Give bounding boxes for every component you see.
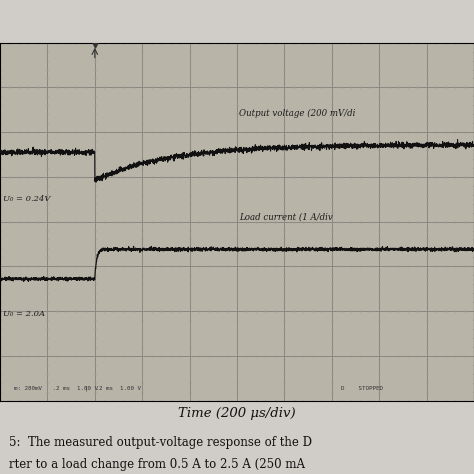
Text: 5:  The measured output-voltage response of the D: 5: The measured output-voltage response … — [9, 436, 312, 449]
Text: rter to a load change from 0.5 A to 2.5 A (250 mA: rter to a load change from 0.5 A to 2.5 … — [9, 458, 305, 471]
Text: Time (200 μs/div): Time (200 μs/div) — [178, 407, 296, 420]
Text: D    STOPPED: D STOPPED — [341, 386, 383, 391]
Text: Load current (1 A/div: Load current (1 A/div — [239, 212, 333, 221]
Text: U₀ = 2.0A: U₀ = 2.0A — [3, 310, 46, 319]
Text: m: 280mV   .2 ms  1.00 V: m: 280mV .2 ms 1.00 V — [14, 386, 98, 391]
Text: |  .2 ms  1.00 V: | .2 ms 1.00 V — [85, 386, 141, 392]
Text: U₀ = 0.24V: U₀ = 0.24V — [3, 195, 51, 203]
Text: Output voltage (200 mV/di: Output voltage (200 mV/di — [239, 109, 356, 118]
